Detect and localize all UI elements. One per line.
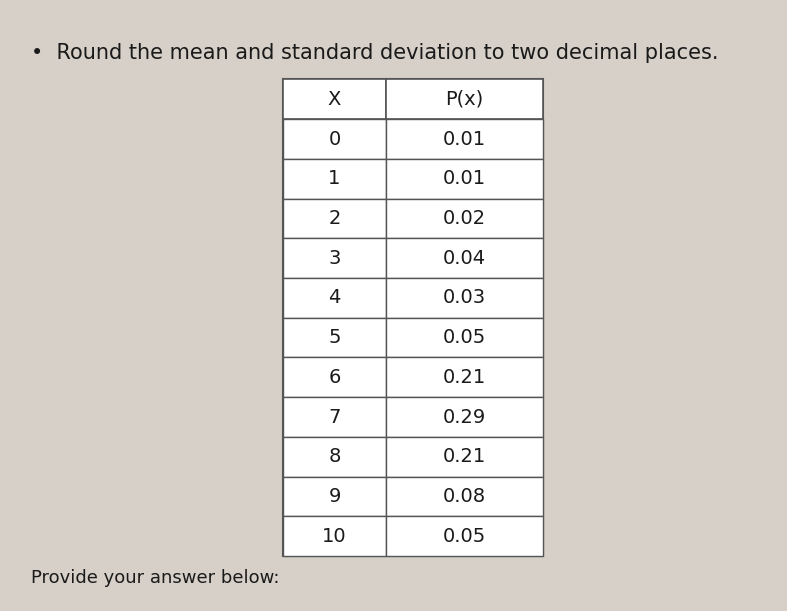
Bar xyxy=(386,278,543,318)
Bar xyxy=(283,238,386,278)
Bar xyxy=(386,199,543,238)
Bar xyxy=(283,437,386,477)
Text: 0.05: 0.05 xyxy=(443,328,486,347)
Text: 2: 2 xyxy=(328,209,341,228)
Bar xyxy=(386,318,543,357)
Text: 0.01: 0.01 xyxy=(443,169,486,188)
Text: 0.08: 0.08 xyxy=(443,487,486,506)
Bar xyxy=(283,119,386,159)
Bar xyxy=(283,199,386,238)
Bar xyxy=(386,477,543,516)
Text: 0.02: 0.02 xyxy=(443,209,486,228)
Text: •  Round the mean and standard deviation to two decimal places.: • Round the mean and standard deviation … xyxy=(31,43,719,63)
Text: 0.21: 0.21 xyxy=(443,447,486,466)
Text: 5: 5 xyxy=(328,328,341,347)
Text: X: X xyxy=(328,90,341,109)
Bar xyxy=(386,516,543,556)
Text: 0.04: 0.04 xyxy=(443,249,486,268)
Bar xyxy=(386,397,543,437)
Text: 0.01: 0.01 xyxy=(443,130,486,148)
Text: Provide your answer below:: Provide your answer below: xyxy=(31,569,280,587)
Text: 10: 10 xyxy=(322,527,347,546)
Bar xyxy=(283,278,386,318)
Bar xyxy=(283,159,386,199)
Bar xyxy=(386,79,543,119)
Bar xyxy=(283,79,386,119)
Text: P(x): P(x) xyxy=(445,90,483,109)
Bar xyxy=(283,516,386,556)
Text: 0: 0 xyxy=(328,130,341,148)
Text: 7: 7 xyxy=(328,408,341,426)
Text: 0.05: 0.05 xyxy=(443,527,486,546)
Text: 0.21: 0.21 xyxy=(443,368,486,387)
Bar xyxy=(283,318,386,357)
Text: 4: 4 xyxy=(328,288,341,307)
Text: 0.29: 0.29 xyxy=(443,408,486,426)
Bar xyxy=(283,397,386,437)
Bar xyxy=(283,79,543,556)
Bar xyxy=(386,357,543,397)
Bar xyxy=(283,477,386,516)
Text: 0.03: 0.03 xyxy=(443,288,486,307)
Text: 8: 8 xyxy=(328,447,341,466)
Bar xyxy=(386,159,543,199)
Bar xyxy=(283,357,386,397)
Text: 3: 3 xyxy=(328,249,341,268)
Text: 9: 9 xyxy=(328,487,341,506)
Bar xyxy=(386,238,543,278)
Text: 1: 1 xyxy=(328,169,341,188)
Text: 6: 6 xyxy=(328,368,341,387)
Bar xyxy=(386,437,543,477)
Bar xyxy=(386,119,543,159)
